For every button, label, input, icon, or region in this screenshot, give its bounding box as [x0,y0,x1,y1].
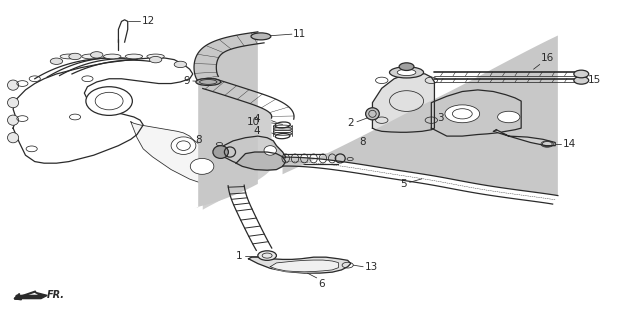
Text: 9: 9 [183,76,189,86]
Circle shape [497,111,520,123]
Text: 13: 13 [365,262,378,272]
Text: 16: 16 [541,53,555,63]
Circle shape [69,53,81,60]
Ellipse shape [190,158,214,174]
Text: 4: 4 [253,126,260,136]
Text: 1: 1 [236,251,242,260]
Circle shape [574,70,589,78]
Polygon shape [236,152,286,170]
Text: 2: 2 [347,118,354,128]
Ellipse shape [95,92,123,110]
Polygon shape [220,136,286,168]
Text: 3: 3 [437,113,444,123]
Ellipse shape [213,146,229,158]
Polygon shape [373,72,435,132]
Ellipse shape [366,108,379,120]
Ellipse shape [86,87,132,116]
Circle shape [91,52,103,58]
Text: 15: 15 [587,75,601,85]
Circle shape [445,105,479,123]
Text: 14: 14 [563,139,576,149]
Ellipse shape [171,137,196,155]
Circle shape [258,251,276,260]
Ellipse shape [251,33,271,40]
Ellipse shape [7,80,19,90]
Polygon shape [270,260,338,272]
Polygon shape [432,90,521,136]
Ellipse shape [196,78,220,85]
Text: 6: 6 [318,278,325,289]
Text: 12: 12 [142,16,155,27]
Polygon shape [248,257,351,273]
Text: 11: 11 [293,29,306,39]
Text: FR.: FR. [47,291,65,300]
Ellipse shape [176,141,190,150]
Text: 8: 8 [359,137,365,147]
Ellipse shape [7,98,19,108]
Ellipse shape [389,67,424,78]
Circle shape [150,56,162,63]
Ellipse shape [125,54,143,59]
Polygon shape [131,122,230,189]
Ellipse shape [264,146,276,155]
Circle shape [50,58,63,64]
Text: 4: 4 [253,114,260,124]
Ellipse shape [397,69,416,76]
Circle shape [399,63,414,70]
Ellipse shape [7,115,19,125]
Ellipse shape [82,54,99,59]
Polygon shape [493,130,555,146]
Polygon shape [16,292,47,299]
Circle shape [174,61,186,68]
Ellipse shape [7,132,19,143]
Ellipse shape [147,54,165,59]
Text: 8: 8 [196,135,202,145]
Text: 5: 5 [400,179,407,189]
Text: 10: 10 [247,117,260,127]
Ellipse shape [60,54,78,59]
Ellipse shape [104,54,121,59]
Circle shape [574,76,589,84]
